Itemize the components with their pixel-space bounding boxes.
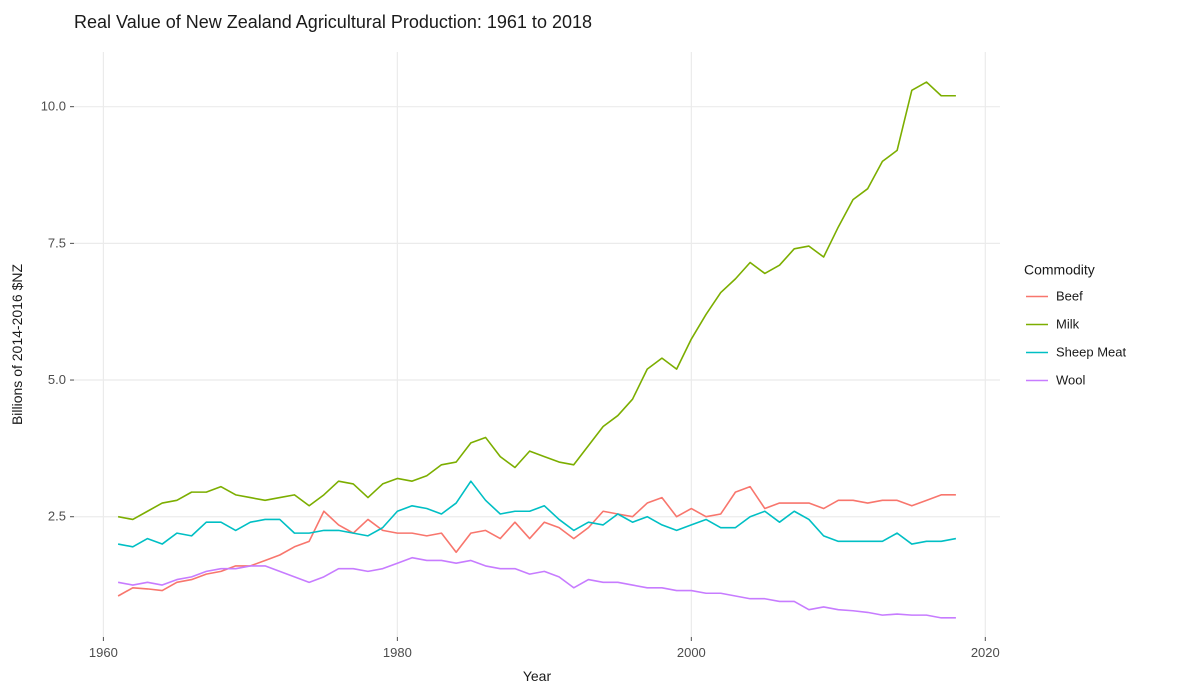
x-tick-label: 2020 (971, 645, 1000, 660)
y-axis-label: Billions of 2014-2016 $NZ (9, 264, 25, 426)
y-tick-label: 10.0 (41, 99, 66, 114)
legend-label: Milk (1056, 317, 1080, 332)
legend-label: Beef (1056, 289, 1083, 304)
legend-label: Sheep Meat (1056, 345, 1126, 360)
y-tick-label: 2.5 (48, 509, 66, 524)
x-tick-label: 2000 (677, 645, 706, 660)
x-axis-label: Year (523, 668, 552, 684)
chart-container: 1960 1980 2000 2020 2.5 5.0 7.5 10.0 Real Value … (0, 0, 1200, 695)
legend-label: Wool (1056, 373, 1085, 388)
y-tick-label: 5.0 (48, 372, 66, 387)
plot-panel (74, 52, 1000, 637)
legend-title: Commodity (1024, 262, 1095, 278)
chart-title: Real Value of New Zealand Agricultural P… (74, 12, 592, 32)
x-tick-label: 1960 (89, 645, 118, 660)
x-tick-label: 1980 (383, 645, 412, 660)
chart-svg: 1960 1980 2000 2020 2.5 5.0 7.5 10.0 Real Value … (0, 0, 1200, 695)
y-tick-label: 7.5 (48, 235, 66, 250)
